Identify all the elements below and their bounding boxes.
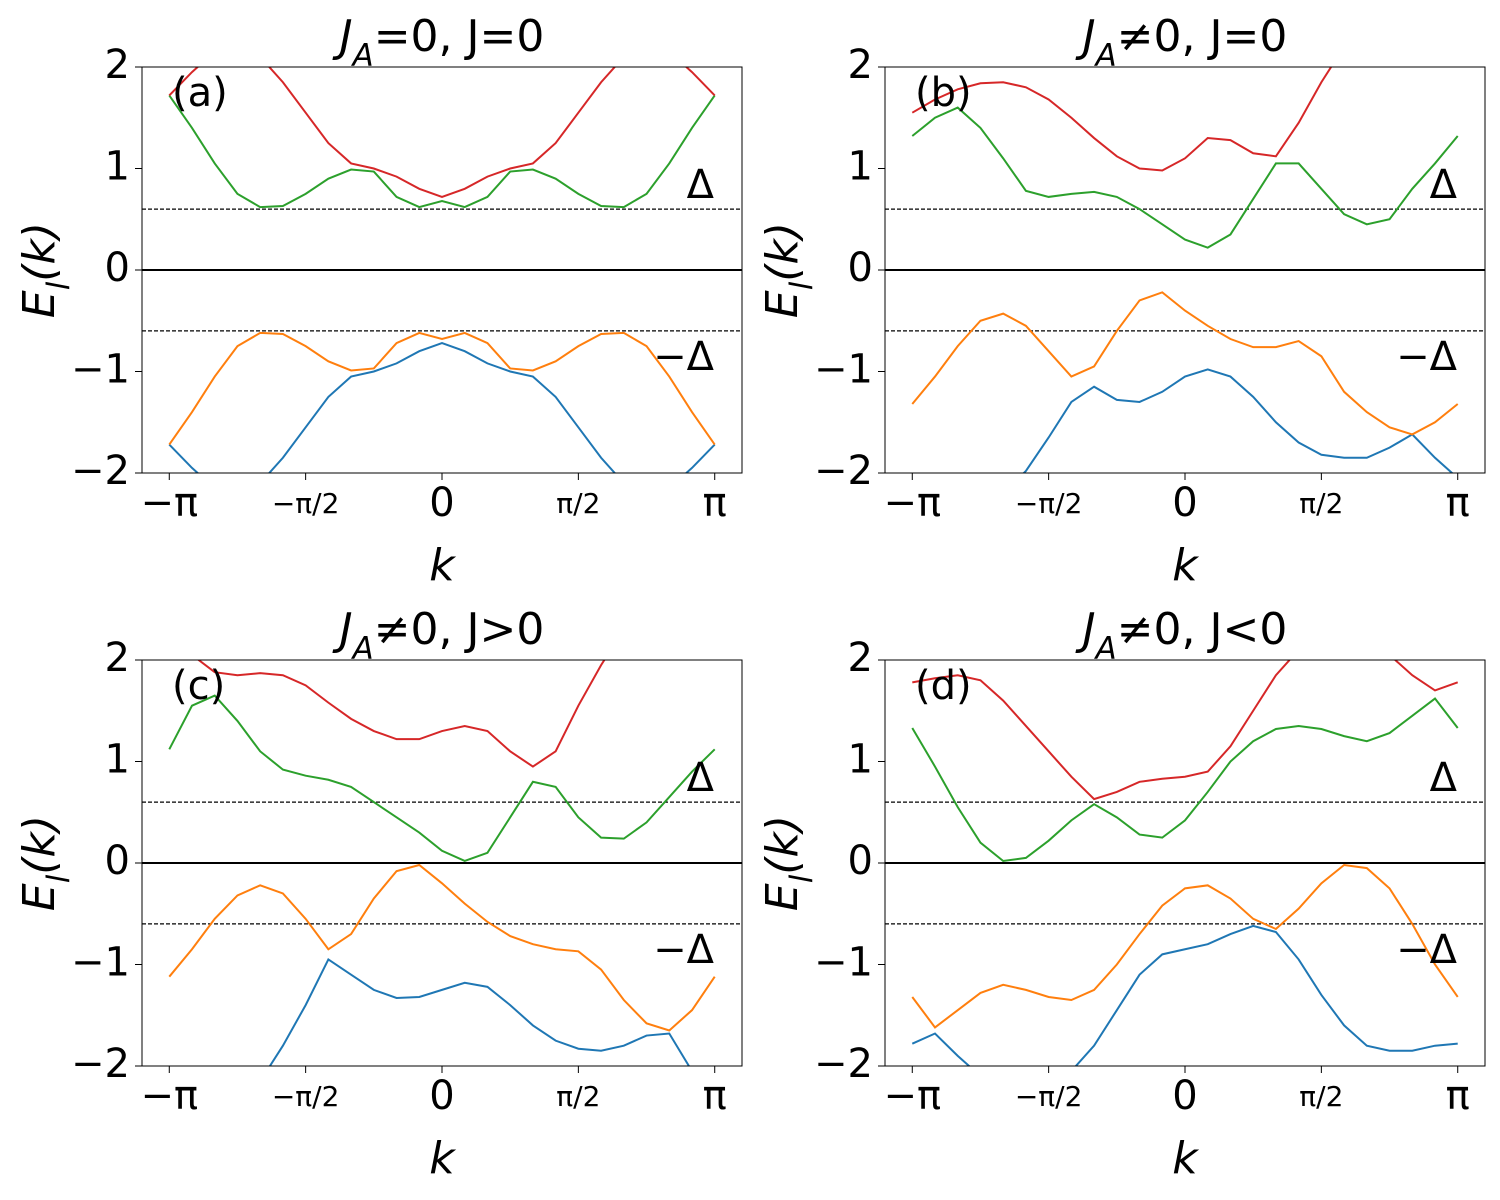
x-tick-label: 0 [1172, 480, 1197, 526]
subplot-title: JA≠0, J=0 [1075, 11, 1288, 74]
y-tick-label: 2 [105, 635, 130, 681]
y-tick-label: −2 [71, 1041, 130, 1087]
x-tick-label: 0 [1172, 1073, 1197, 1119]
y-axis-label: El(k) [14, 815, 77, 911]
plot-area [885, 67, 1485, 473]
band-line [168, 694, 716, 863]
subplot-title: JA≠0, J>0 [332, 604, 545, 667]
subplot-title: JA=0, J=0 [332, 11, 545, 74]
delta-label: Δ [687, 162, 715, 208]
subplot-title: JA≠0, J<0 [1075, 604, 1288, 667]
y-tick-label: 2 [105, 42, 130, 88]
band-line [268, 957, 691, 1066]
band-line [168, 67, 716, 198]
x-tick-label: π/2 [1299, 487, 1343, 520]
y-tick-label: 0 [848, 245, 873, 291]
y-tick-label: −2 [71, 448, 130, 494]
panel-label: (a) [172, 70, 228, 116]
band-line [911, 924, 1458, 1066]
x-tick-label: −π [140, 1073, 198, 1119]
y-tick-label: −2 [814, 448, 873, 494]
x-axis-label: k [1172, 540, 1199, 591]
y-axis-label: El(k) [757, 815, 820, 911]
band-line [912, 660, 1459, 801]
x-tick-label: −π [883, 1073, 941, 1119]
x-tick-label: −π/2 [1015, 487, 1083, 520]
plot-area [142, 660, 742, 1066]
band-line [168, 342, 716, 473]
y-tick-label: 1 [105, 144, 130, 190]
y-tick-label: −1 [814, 940, 873, 986]
x-tick-label: 0 [429, 1073, 454, 1119]
minus-delta-label: −Δ [1396, 927, 1458, 973]
y-tick-label: −1 [814, 347, 873, 393]
x-tick-label: π [1446, 1073, 1470, 1119]
delta-label: Δ [1430, 755, 1458, 801]
minus-delta-label: −Δ [1396, 334, 1458, 380]
y-tick-label: 1 [848, 737, 873, 783]
x-tick-label: −π/2 [272, 487, 340, 520]
x-tick-label: π [703, 480, 727, 526]
band-line [911, 697, 1459, 863]
minus-delta-label: −Δ [653, 334, 715, 380]
y-tick-label: −1 [71, 347, 130, 393]
band-line [911, 863, 1459, 1029]
plot-area [885, 660, 1485, 1066]
x-axis-label: k [1172, 1133, 1199, 1184]
y-tick-label: 0 [848, 838, 873, 884]
x-tick-label: −π/2 [272, 1080, 340, 1113]
y-tick-label: 1 [105, 737, 130, 783]
minus-delta-label: −Δ [653, 927, 715, 973]
x-tick-label: −π [883, 480, 941, 526]
x-tick-label: π/2 [556, 1080, 600, 1113]
y-tick-label: 0 [105, 245, 130, 291]
band-line [911, 67, 1333, 172]
y-tick-label: 1 [848, 144, 873, 190]
band-line [911, 291, 1459, 436]
panel-label: (b) [915, 70, 972, 116]
band-line [1022, 368, 1454, 473]
band-line [911, 106, 1459, 249]
x-tick-label: π/2 [1299, 1080, 1343, 1113]
y-tick-label: −2 [814, 1041, 873, 1087]
y-tick-label: 2 [848, 635, 873, 681]
x-tick-label: −π [140, 480, 198, 526]
x-tick-label: −π/2 [1015, 1080, 1083, 1113]
plot-area [142, 67, 742, 473]
band-line [168, 863, 716, 1032]
y-tick-label: 0 [105, 838, 130, 884]
x-tick-label: π/2 [556, 487, 600, 520]
x-tick-label: π [703, 1073, 727, 1119]
band-line [168, 331, 716, 446]
y-axis-label: El(k) [757, 222, 820, 318]
y-tick-label: −1 [71, 940, 130, 986]
delta-label: Δ [687, 755, 715, 801]
panel-label: (c) [172, 663, 225, 709]
y-tick-label: 2 [848, 42, 873, 88]
band-line [168, 94, 716, 209]
delta-label: Δ [1430, 162, 1458, 208]
x-tick-label: π [1446, 480, 1470, 526]
panel-label: (d) [915, 663, 972, 709]
x-tick-label: 0 [429, 480, 454, 526]
x-axis-label: k [429, 1133, 456, 1184]
x-axis-label: k [429, 540, 456, 591]
y-axis-label: El(k) [14, 222, 77, 318]
band-line [197, 660, 606, 768]
